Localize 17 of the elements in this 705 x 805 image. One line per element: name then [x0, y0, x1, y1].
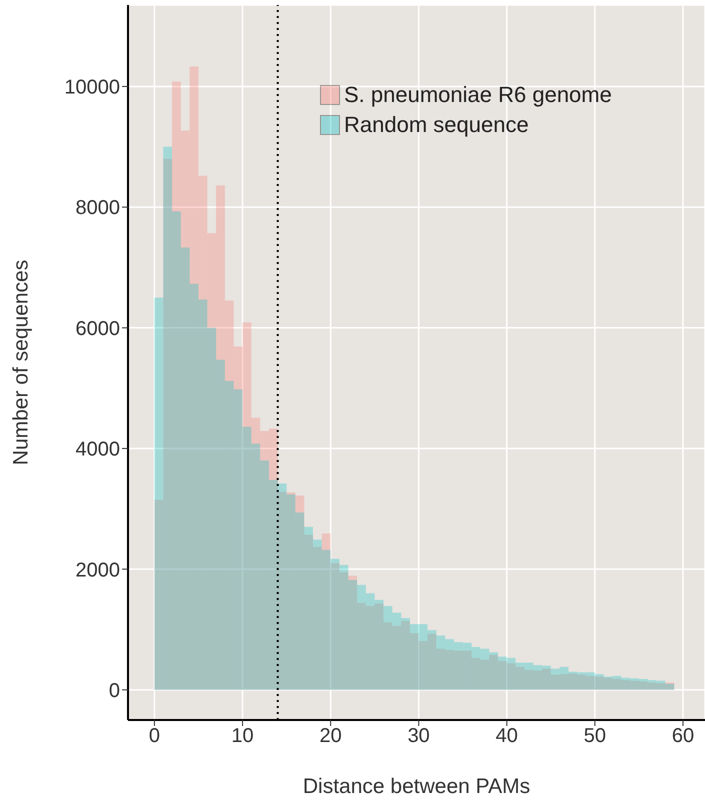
- y-axis-title: Number of sequences: [9, 260, 32, 466]
- y-tick-label: 4000: [76, 438, 120, 461]
- y-tick-label: 2000: [76, 559, 120, 582]
- y-tick-label: 10000: [64, 76, 120, 99]
- x-axis-title: Distance between PAMs: [302, 775, 530, 798]
- x-tick-label: 60: [672, 725, 694, 748]
- y-tick-label: 0: [108, 680, 120, 702]
- x-tick-label: 40: [496, 725, 518, 748]
- x-tick-label: 10: [231, 725, 254, 748]
- legend-label: Random sequence: [344, 112, 529, 138]
- y-tick-label: 6000: [76, 318, 120, 340]
- x-tick-label: 50: [584, 725, 606, 748]
- x-tick-label: 0: [148, 725, 160, 748]
- x-tick-label: 20: [319, 725, 342, 748]
- y-tick-label: 8000: [76, 197, 120, 220]
- legend-label: S. pneumoniae R6 genome: [344, 82, 612, 108]
- x-tick-label: 30: [408, 725, 430, 748]
